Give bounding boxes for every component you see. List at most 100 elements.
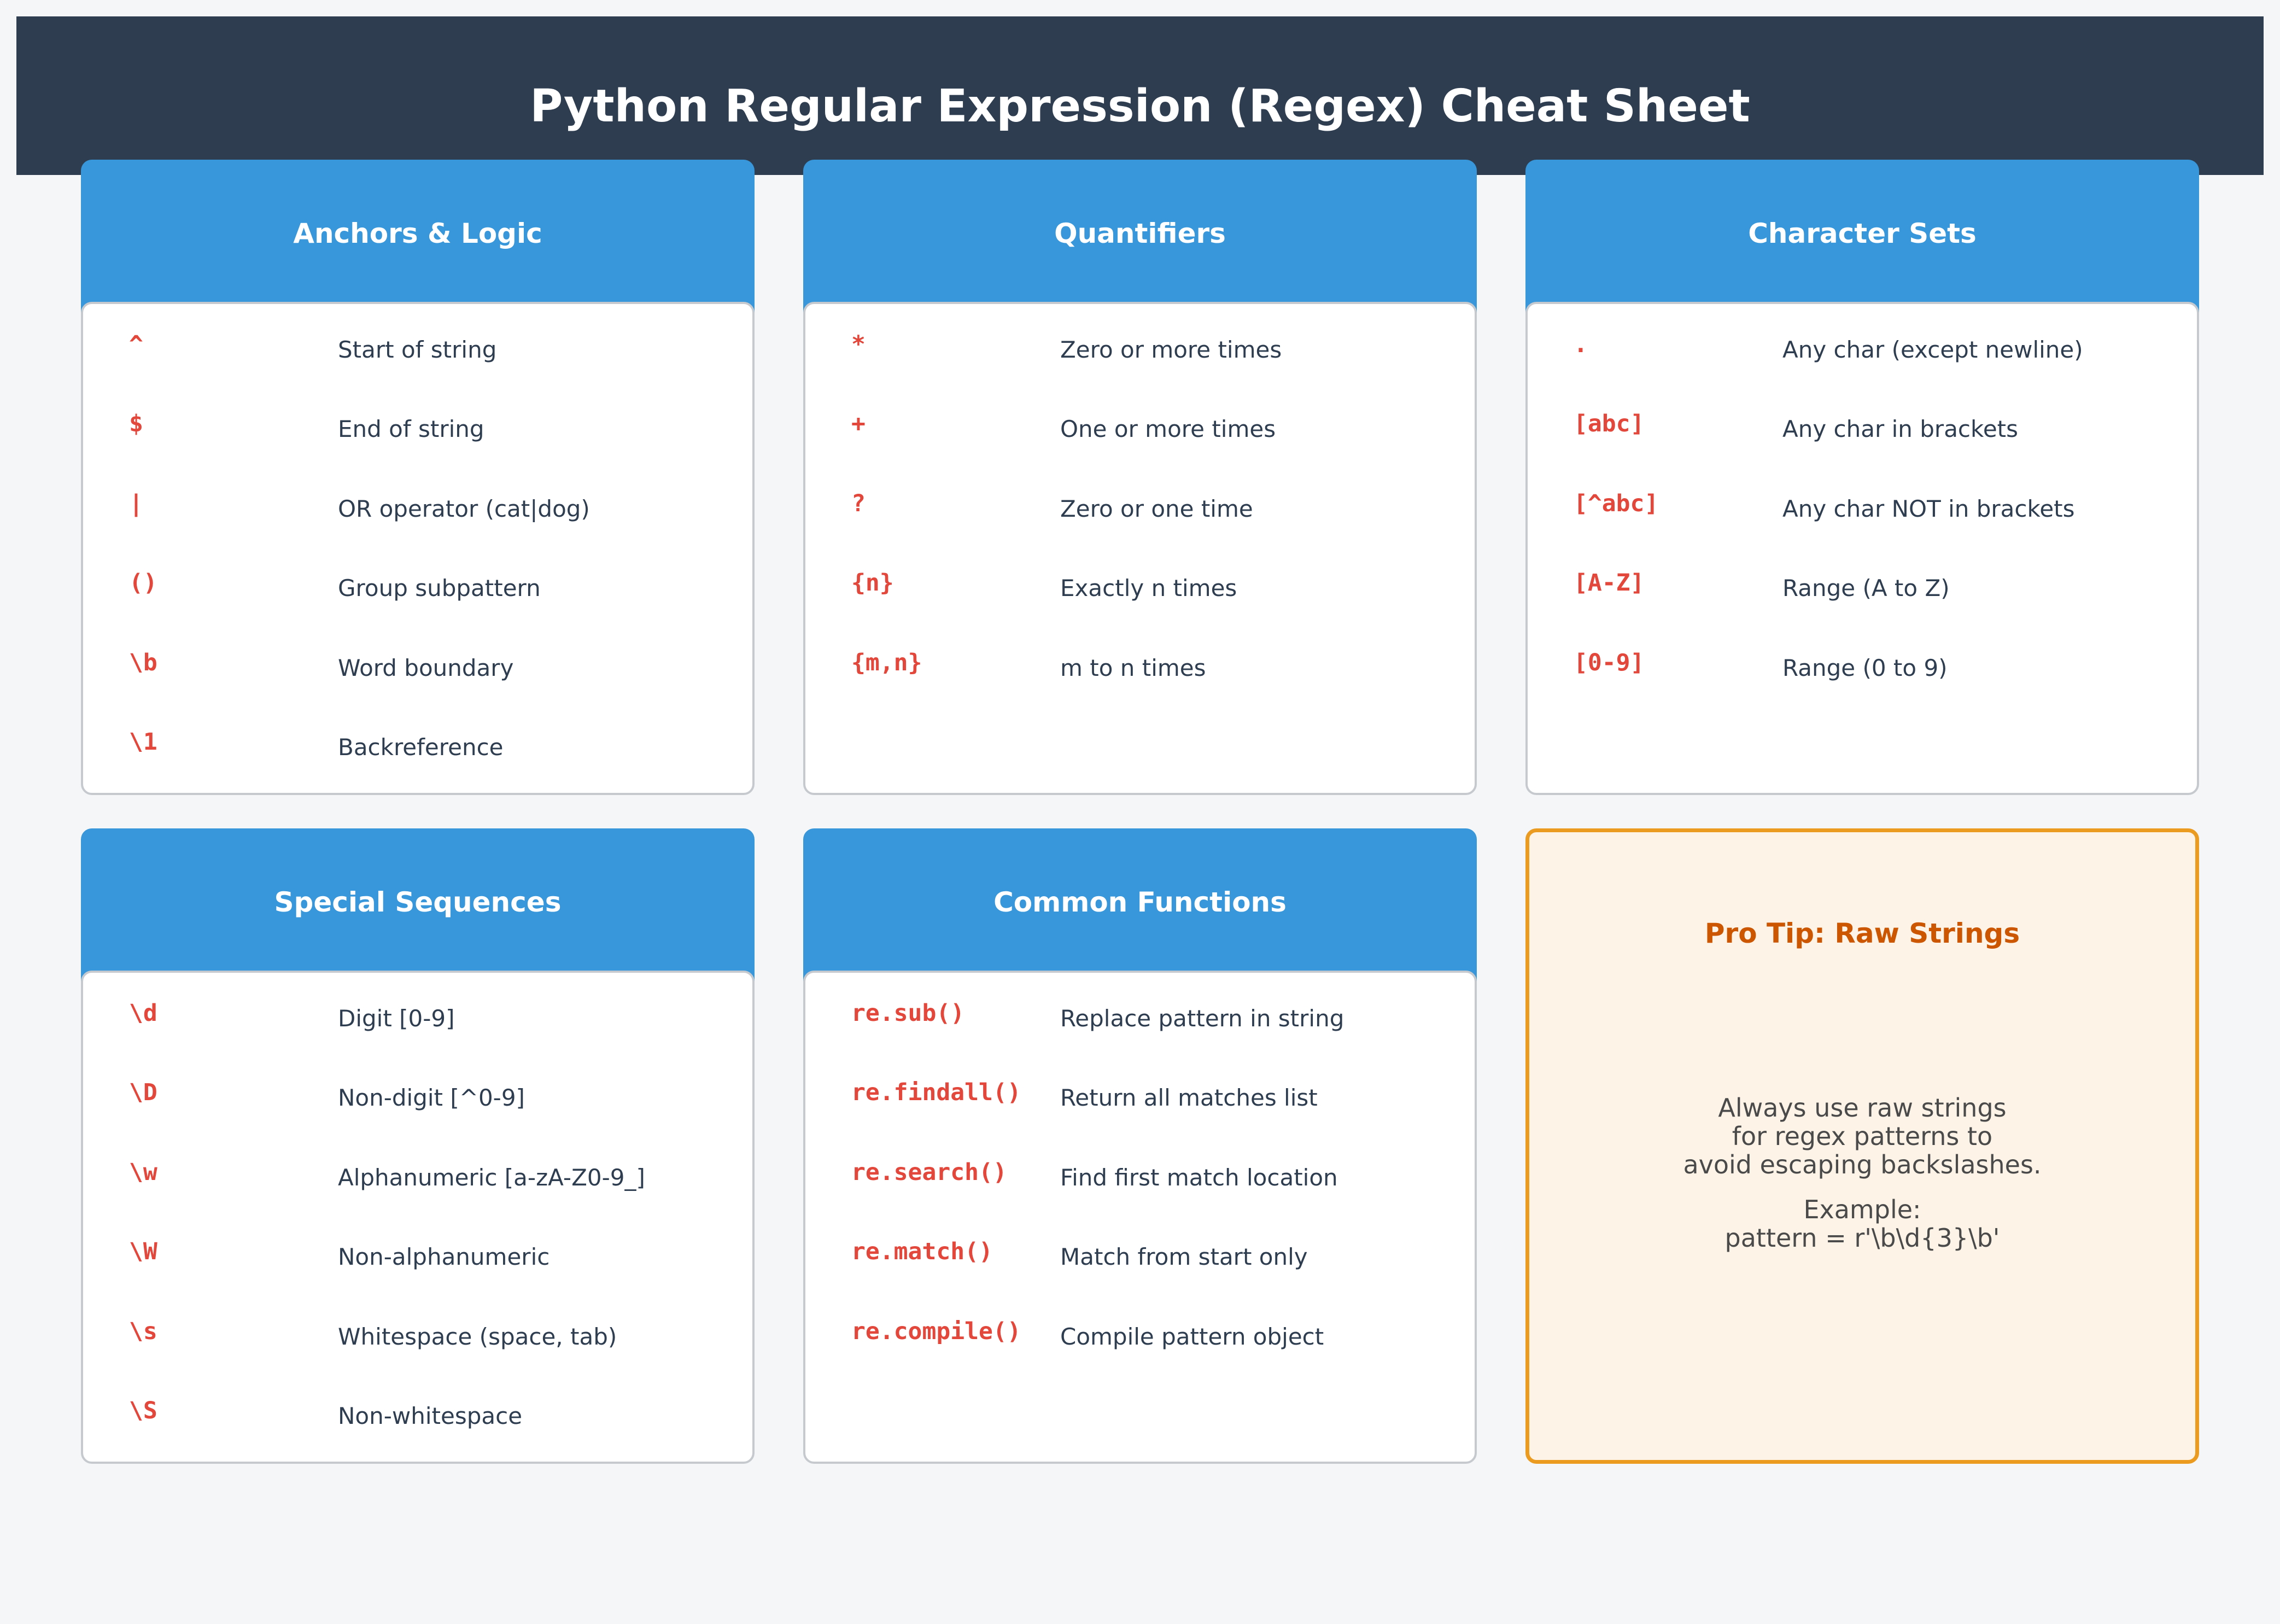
regex-token: () xyxy=(129,569,157,597)
regex-description: Group subpattern xyxy=(338,575,541,601)
card-title: Common Functions xyxy=(993,886,1287,918)
regex-token: * xyxy=(851,331,866,358)
regex-description: Return all matches list xyxy=(1060,1084,1318,1111)
regex-description: One or more times xyxy=(1060,416,1276,442)
regex-token: ? xyxy=(851,490,866,517)
regex-description: Alphanumeric [a-zA-Z0-9_] xyxy=(338,1164,645,1191)
regex-description: Start of string xyxy=(338,336,497,363)
pro-tip-code-example: pattern = r'\b\d{3}\b' xyxy=(1724,1223,2000,1253)
regex-row: \1 Backreference xyxy=(83,725,752,779)
pro-tip-text: Always use raw strings for regex pattern… xyxy=(1529,1094,2195,1252)
regex-row: + One or more times xyxy=(805,406,1475,461)
regex-description: Any char NOT in brackets xyxy=(1782,495,2075,522)
regex-description: Match from start only xyxy=(1060,1243,1308,1270)
regex-description: Any char (except newline) xyxy=(1782,336,2083,363)
regex-row: {m,n} m to n times xyxy=(805,645,1475,700)
regex-token: + xyxy=(851,410,866,437)
regex-token: \d xyxy=(129,1000,157,1027)
regex-row: \D Non-digit [^0-9] xyxy=(83,1075,752,1130)
card-special-sequences: Special Sequences \d Digit [0-9] \D Non-… xyxy=(81,828,755,1464)
regex-token: \1 xyxy=(129,728,157,756)
card-header: Quantifiers xyxy=(803,160,1477,318)
regex-description: Non-whitespace xyxy=(338,1403,523,1429)
regex-description: Range (A to Z) xyxy=(1782,575,1950,601)
card-body: * Zero or more times + One or more times… xyxy=(803,302,1477,795)
regex-row: re.match() Match from start only xyxy=(805,1234,1475,1289)
regex-row: * Zero or more times xyxy=(805,327,1475,382)
regex-description: Exactly n times xyxy=(1060,575,1237,601)
page-title: Python Regular Expression (Regex) Cheat … xyxy=(530,80,1750,132)
regex-description: Digit [0-9] xyxy=(338,1005,455,1032)
regex-row: ^ Start of string xyxy=(83,327,752,382)
regex-row: re.compile() Compile pattern object xyxy=(805,1314,1475,1369)
regex-token: {n} xyxy=(851,569,894,597)
regex-token: [0-9] xyxy=(1574,649,1645,676)
regex-token: \s xyxy=(129,1318,157,1345)
pro-tip-line: avoid escaping backslashes. xyxy=(1683,1150,2042,1179)
regex-row: {n} Exactly n times xyxy=(805,565,1475,620)
regex-row: $ End of string xyxy=(83,406,752,461)
regex-token: re.match() xyxy=(851,1238,993,1265)
card-title: Quantifiers xyxy=(1054,218,1226,249)
regex-row: \d Digit [0-9] xyxy=(83,996,752,1050)
regex-description: Whitespace (space, tab) xyxy=(338,1323,617,1350)
regex-row: () Group subpattern xyxy=(83,565,752,620)
regex-token: $ xyxy=(129,410,143,437)
regex-description: Any char in brackets xyxy=(1782,416,2019,442)
regex-description: Range (0 to 9) xyxy=(1782,655,1948,681)
regex-row: [abc] Any char in brackets xyxy=(1528,406,2197,461)
regex-description: End of string xyxy=(338,416,484,442)
regex-token: \D xyxy=(129,1079,157,1106)
regex-row: \w Alphanumeric [a-zA-Z0-9_] xyxy=(83,1155,752,1210)
regex-row: ? Zero or one time xyxy=(805,486,1475,541)
page-header: Python Regular Expression (Regex) Cheat … xyxy=(16,16,2264,175)
regex-description: Non-digit [^0-9] xyxy=(338,1084,525,1111)
pro-tip-line: Example: xyxy=(1803,1195,1921,1224)
regex-description: Backreference xyxy=(338,734,504,761)
regex-description: Find first match location xyxy=(1060,1164,1338,1191)
regex-token: \b xyxy=(129,649,157,676)
regex-description: Word boundary xyxy=(338,655,514,681)
card-anchors-logic: Anchors & Logic ^ Start of string $ End … xyxy=(81,160,755,795)
card-body: \d Digit [0-9] \D Non-digit [^0-9] \w Al… xyxy=(81,971,755,1464)
regex-row: [^abc] Any char NOT in brackets xyxy=(1528,486,2197,541)
regex-row: re.findall() Return all matches list xyxy=(805,1075,1475,1130)
regex-description: OR operator (cat|dog) xyxy=(338,495,590,522)
regex-token: re.sub() xyxy=(851,1000,965,1027)
regex-token: \W xyxy=(129,1238,157,1265)
regex-row: \S Non-whitespace xyxy=(83,1393,752,1448)
card-title: Anchors & Logic xyxy=(293,218,542,249)
regex-row: re.search() Find first match location xyxy=(805,1155,1475,1210)
pro-tip-line: for regex patterns to xyxy=(1732,1121,1993,1151)
regex-row: \b Word boundary xyxy=(83,645,752,700)
regex-description: m to n times xyxy=(1060,655,1206,681)
pro-tip-line: Always use raw strings xyxy=(1718,1093,2007,1123)
regex-token: \w xyxy=(129,1159,157,1186)
regex-row: \s Whitespace (space, tab) xyxy=(83,1314,752,1369)
regex-row: [A-Z] Range (A to Z) xyxy=(1528,565,2197,620)
regex-token: | xyxy=(129,490,143,517)
card-title: Character Sets xyxy=(1748,218,1977,249)
card-header: Anchors & Logic xyxy=(81,160,755,318)
regex-token: re.findall() xyxy=(851,1079,1021,1106)
card-title: Special Sequences xyxy=(274,886,562,918)
regex-token: [A-Z] xyxy=(1574,569,1645,597)
card-header: Common Functions xyxy=(803,828,1477,987)
card-header: Character Sets xyxy=(1525,160,2199,318)
regex-token: re.compile() xyxy=(851,1318,1021,1345)
regex-row: . Any char (except newline) xyxy=(1528,327,2197,382)
regex-description: Non-alphanumeric xyxy=(338,1243,550,1270)
card-quantifiers: Quantifiers * Zero or more times + One o… xyxy=(803,160,1477,795)
card-common-functions: Common Functions re.sub() Replace patter… xyxy=(803,828,1477,1464)
regex-row: re.sub() Replace pattern in string xyxy=(805,996,1475,1050)
card-character-sets: Character Sets . Any char (except newlin… xyxy=(1525,160,2199,795)
regex-row: [0-9] Range (0 to 9) xyxy=(1528,645,2197,700)
regex-token: [^abc] xyxy=(1574,490,1659,517)
regex-description: Replace pattern in string xyxy=(1060,1005,1344,1032)
regex-token: . xyxy=(1574,331,1588,358)
regex-token: [abc] xyxy=(1574,410,1645,437)
card-body: ^ Start of string $ End of string | OR o… xyxy=(81,302,755,795)
regex-description: Zero or more times xyxy=(1060,336,1282,363)
regex-row: | OR operator (cat|dog) xyxy=(83,486,752,541)
regex-token: re.search() xyxy=(851,1159,1007,1186)
